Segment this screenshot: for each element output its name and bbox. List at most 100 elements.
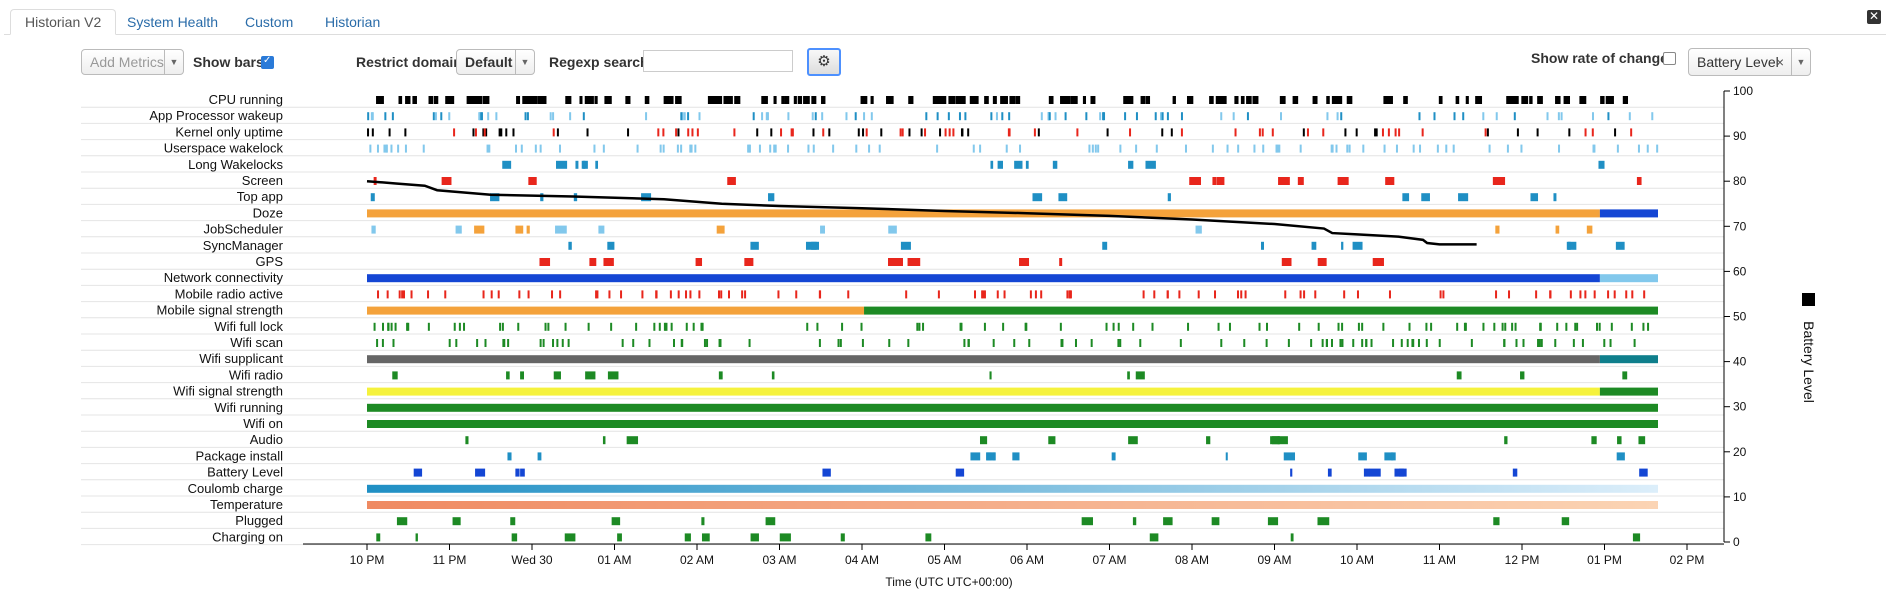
row-mark xyxy=(1402,193,1410,202)
metric-selected-value: Battery Level xyxy=(1697,54,1779,70)
row-mark xyxy=(701,533,710,542)
row-mark xyxy=(1161,128,1164,137)
row-mark xyxy=(522,96,529,104)
tab-custom[interactable]: Custom xyxy=(245,14,294,30)
gear-icon[interactable]: ⚙ xyxy=(807,48,841,76)
row-mark xyxy=(549,112,552,121)
row-mark xyxy=(1382,322,1385,331)
row-mark xyxy=(386,290,389,299)
row-mark xyxy=(1563,96,1571,104)
row-label: Kernel only uptime xyxy=(175,124,283,139)
row-mark xyxy=(989,371,992,380)
row-mark xyxy=(369,144,372,153)
row-mark xyxy=(586,96,594,104)
row-mark xyxy=(1126,96,1134,104)
row-mark xyxy=(1339,339,1342,347)
row-mark xyxy=(1252,96,1259,104)
row-mark xyxy=(1603,339,1606,347)
show-bars-checkbox[interactable] xyxy=(261,55,274,69)
row-mark xyxy=(691,128,694,137)
regexp-search-input[interactable] xyxy=(643,50,793,72)
row-mark xyxy=(771,371,775,380)
show-rate-checkbox[interactable] xyxy=(1663,52,1676,65)
row-mark xyxy=(888,225,897,234)
restrict-domain-select[interactable]: Default ▼ xyxy=(456,49,535,75)
y-tick-label: 40 xyxy=(1733,355,1747,369)
row-mark xyxy=(1258,322,1261,331)
row-mark xyxy=(694,144,697,153)
row-mark xyxy=(659,144,662,153)
row-label: Network connectivity xyxy=(164,270,284,285)
row-mark xyxy=(1153,290,1156,299)
row-mark xyxy=(986,452,996,461)
row-mark xyxy=(1166,290,1169,299)
row-bar xyxy=(367,306,865,315)
row-mark xyxy=(555,225,567,234)
row-mark xyxy=(1189,177,1202,185)
row-mark xyxy=(1383,96,1391,104)
row-mark xyxy=(1234,96,1239,104)
row-mark xyxy=(596,290,599,299)
close-icon[interactable]: ✕ xyxy=(1867,9,1881,24)
row-mark xyxy=(1388,290,1391,299)
row-mark xyxy=(382,322,385,331)
row-mark xyxy=(564,322,567,331)
tab-system-health[interactable]: System Health xyxy=(127,14,219,30)
x-tick-label: 04 AM xyxy=(845,553,879,567)
row-mark xyxy=(1425,339,1428,347)
row-mark xyxy=(556,128,559,137)
row-mark xyxy=(955,96,962,104)
row-mark xyxy=(390,144,393,153)
row-mark xyxy=(486,144,489,153)
x-tick-label: 02 AM xyxy=(680,553,714,567)
row-mark xyxy=(1160,112,1163,121)
row-mark xyxy=(675,96,682,104)
row-mark xyxy=(495,112,498,121)
row-mark xyxy=(1596,322,1599,331)
row-mark xyxy=(1102,241,1108,250)
row-mark xyxy=(1607,112,1610,121)
tab-historian-v2[interactable]: Historian V2 xyxy=(10,9,117,35)
row-mark xyxy=(505,128,508,137)
row-mark xyxy=(1598,160,1605,169)
row-mark xyxy=(370,193,375,202)
row-mark xyxy=(803,96,810,104)
row-mark xyxy=(1128,160,1134,169)
regexp-search-label: Regexp search xyxy=(549,54,649,70)
row-mark xyxy=(1180,112,1183,121)
row-mark xyxy=(401,290,404,299)
row-mark xyxy=(539,258,551,266)
row-mark xyxy=(1546,112,1549,121)
row-mark xyxy=(1303,290,1306,299)
row-mark xyxy=(410,290,413,299)
add-metrics-select[interactable]: Add Metrics ▼ xyxy=(81,49,184,75)
row-mark xyxy=(812,128,815,137)
remove-metric-icon[interactable]: × xyxy=(1775,54,1784,70)
row-mark xyxy=(797,96,803,104)
row-mark xyxy=(582,112,585,121)
row-mark xyxy=(644,96,650,104)
row-mark xyxy=(795,290,798,299)
metric-select[interactable]: Battery Level × ▼ xyxy=(1688,48,1811,76)
row-mark xyxy=(1151,322,1154,331)
row-mark xyxy=(1639,468,1648,477)
row-label: Wifi supplicant xyxy=(199,351,283,366)
row-mark xyxy=(552,339,555,347)
row-mark xyxy=(1032,193,1043,202)
row-mark xyxy=(1482,322,1485,331)
row-mark xyxy=(662,144,665,153)
row-mark xyxy=(970,452,981,461)
row-mark xyxy=(1616,452,1625,461)
row-mark xyxy=(490,290,493,299)
row-mark xyxy=(1628,112,1631,121)
row-mark xyxy=(1365,339,1368,347)
row-mark xyxy=(756,128,759,137)
tab-historian[interactable]: Historian xyxy=(325,14,381,30)
x-tick-label: 10 AM xyxy=(1340,553,1374,567)
row-mark xyxy=(1638,436,1646,445)
row-mark xyxy=(920,128,923,137)
row-bar xyxy=(367,403,1658,412)
row-mark xyxy=(1195,225,1202,234)
row-mark xyxy=(1521,96,1527,104)
